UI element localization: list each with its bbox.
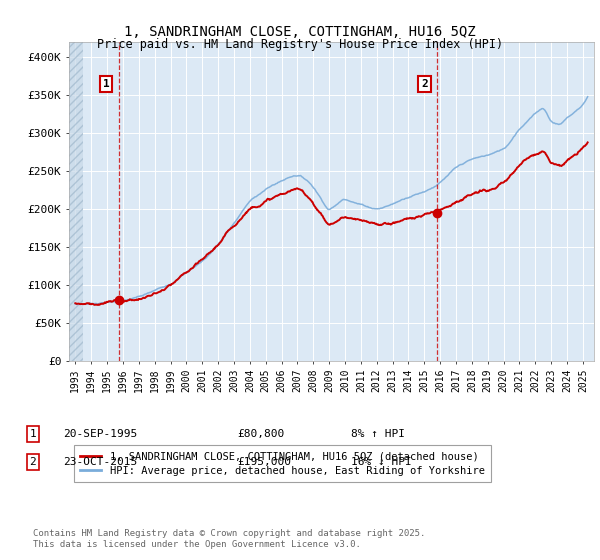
Text: 20-SEP-1995: 20-SEP-1995: [63, 429, 137, 439]
Text: 2: 2: [421, 79, 428, 89]
Text: £195,000: £195,000: [237, 457, 291, 467]
Text: 1: 1: [103, 79, 109, 89]
Text: 2: 2: [29, 457, 37, 467]
Text: 23-OCT-2015: 23-OCT-2015: [63, 457, 137, 467]
Text: £80,800: £80,800: [237, 429, 284, 439]
Text: 1: 1: [29, 429, 37, 439]
Legend: 1, SANDRINGHAM CLOSE, COTTINGHAM, HU16 5QZ (detached house), HPI: Average price,: 1, SANDRINGHAM CLOSE, COTTINGHAM, HU16 5…: [74, 445, 491, 482]
Text: 16% ↓ HPI: 16% ↓ HPI: [351, 457, 412, 467]
Text: Contains HM Land Registry data © Crown copyright and database right 2025.
This d: Contains HM Land Registry data © Crown c…: [33, 529, 425, 549]
Text: Price paid vs. HM Land Registry's House Price Index (HPI): Price paid vs. HM Land Registry's House …: [97, 38, 503, 51]
Bar: [69, 42, 83, 361]
Text: 8% ↑ HPI: 8% ↑ HPI: [351, 429, 405, 439]
Text: 1, SANDRINGHAM CLOSE, COTTINGHAM, HU16 5QZ: 1, SANDRINGHAM CLOSE, COTTINGHAM, HU16 5…: [124, 25, 476, 39]
